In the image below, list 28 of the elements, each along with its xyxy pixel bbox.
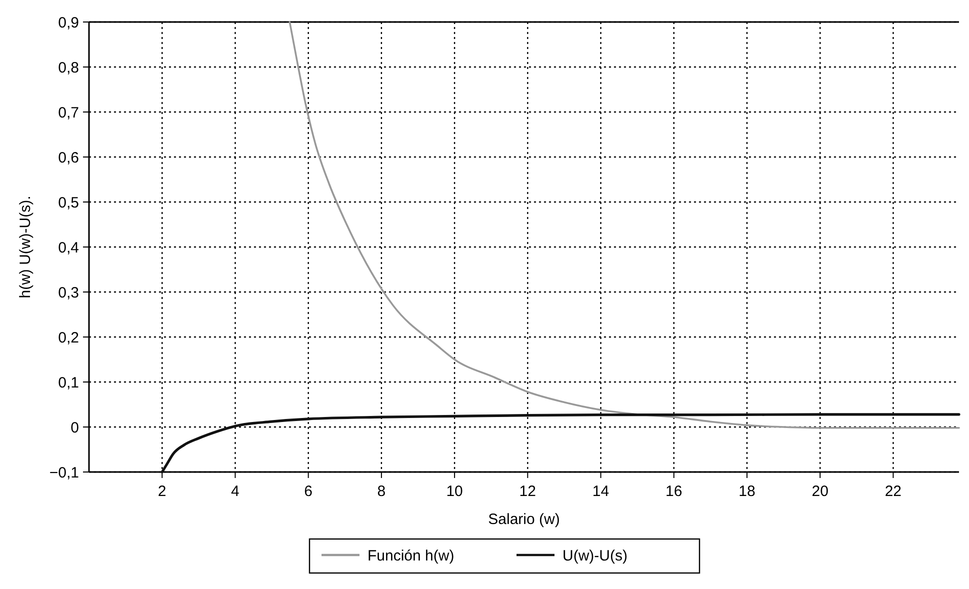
x-tick-label: 20 [812,483,828,500]
x-axis-title: Salario (w) [488,511,560,528]
y-tick-label: −0,1 [49,464,79,482]
x-tick-label: 6 [304,483,312,500]
y-tick-label: 0,3 [58,284,79,302]
y-tick-label: 0,7 [58,104,79,122]
legend-label: Función h(w) [368,547,454,564]
x-tick-label: 14 [592,483,610,500]
x-tick-label: 8 [377,483,386,500]
y-tick-label: 0 [70,419,79,436]
y-tick-label: 0,6 [58,149,79,166]
y-tick-label: 0,9 [58,14,79,32]
line-series [160,413,960,474]
x-tick-label: 22 [884,483,902,500]
y-tick-label: 0,5 [58,194,79,212]
x-tick-label: 16 [666,483,682,500]
x-tick-label: 18 [738,483,756,500]
y-axis-title: h(w) U(w)-U(s). [17,196,34,298]
x-tick-label: 10 [446,483,463,500]
y-tick-label: 0,2 [58,329,79,346]
y-tick-label: 0,4 [58,239,79,256]
line-series [288,21,960,429]
x-tick-label: 12 [519,483,536,500]
legend-label: U(w)-U(s) [562,547,628,564]
y-tick-label: 0,1 [58,374,79,392]
y-tick-label: 0,8 [58,59,79,76]
x-tick-label: 2 [158,483,166,500]
x-tick-label: 4 [231,483,240,500]
